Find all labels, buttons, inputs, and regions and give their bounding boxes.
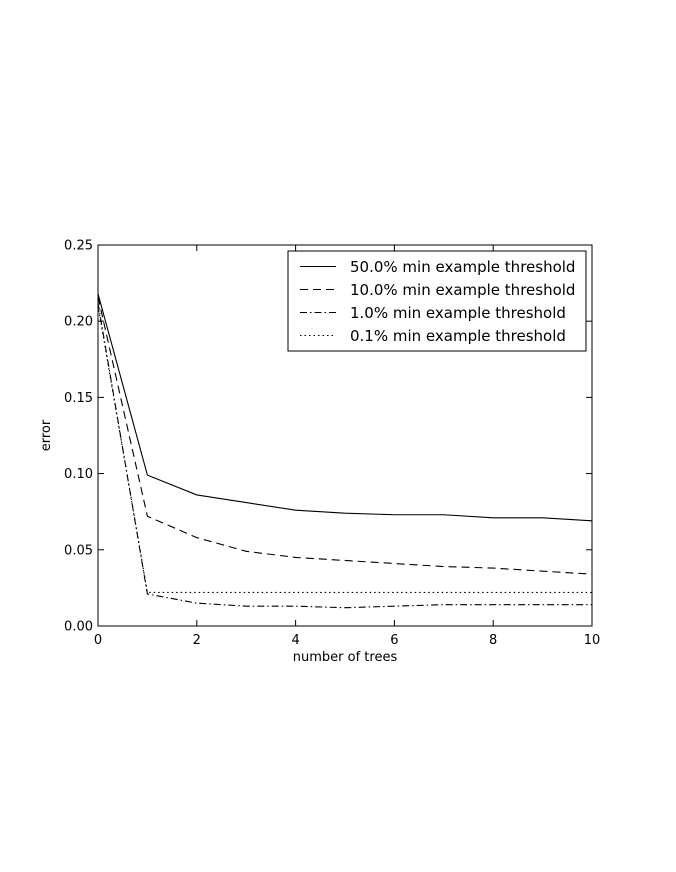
y-tick-label: 0.25 <box>64 239 93 254</box>
series-line-1 <box>97 293 593 522</box>
series-line-2 <box>97 296 593 575</box>
y-tick-label: 0.00 <box>64 620 93 635</box>
legend-entry-label: 10.0% min example threshold <box>350 281 575 299</box>
plot-frame <box>97 244 593 627</box>
x-axis-label: number of trees <box>293 650 398 665</box>
series-line-3 <box>97 302 592 609</box>
y-tick-label: 0.05 <box>64 543 93 558</box>
axis-tick-labels: 0 2 4 6 8 10 0.00 0.05 0.10 0.15 0.20 0.25 <box>64 239 600 649</box>
legend-entry-label: 0.1% min example threshold <box>350 327 566 345</box>
axis-ticks <box>97 244 593 627</box>
y-tick-label: 0.10 <box>64 467 93 482</box>
series-line-4 <box>97 305 592 594</box>
plot-lines <box>97 293 593 609</box>
x-tick-label: 2 <box>193 633 201 648</box>
x-tick-label: 10 <box>584 633 601 648</box>
x-tick-label: 8 <box>489 633 497 648</box>
x-tick-label: 0 <box>94 633 102 648</box>
legend: 50.0% min example threshold 10.0% min exa… <box>287 250 587 352</box>
y-tick-label: 0.15 <box>64 391 93 406</box>
x-tick-label: 6 <box>390 633 398 648</box>
y-axis-label: error <box>39 419 54 451</box>
legend-entry-label: 1.0% min example threshold <box>350 304 566 322</box>
legend-box <box>287 250 587 352</box>
x-tick-label: 4 <box>291 633 299 648</box>
legend-entry-label: 50.0% min example threshold <box>350 258 575 276</box>
y-tick-label: 0.20 <box>64 315 93 330</box>
